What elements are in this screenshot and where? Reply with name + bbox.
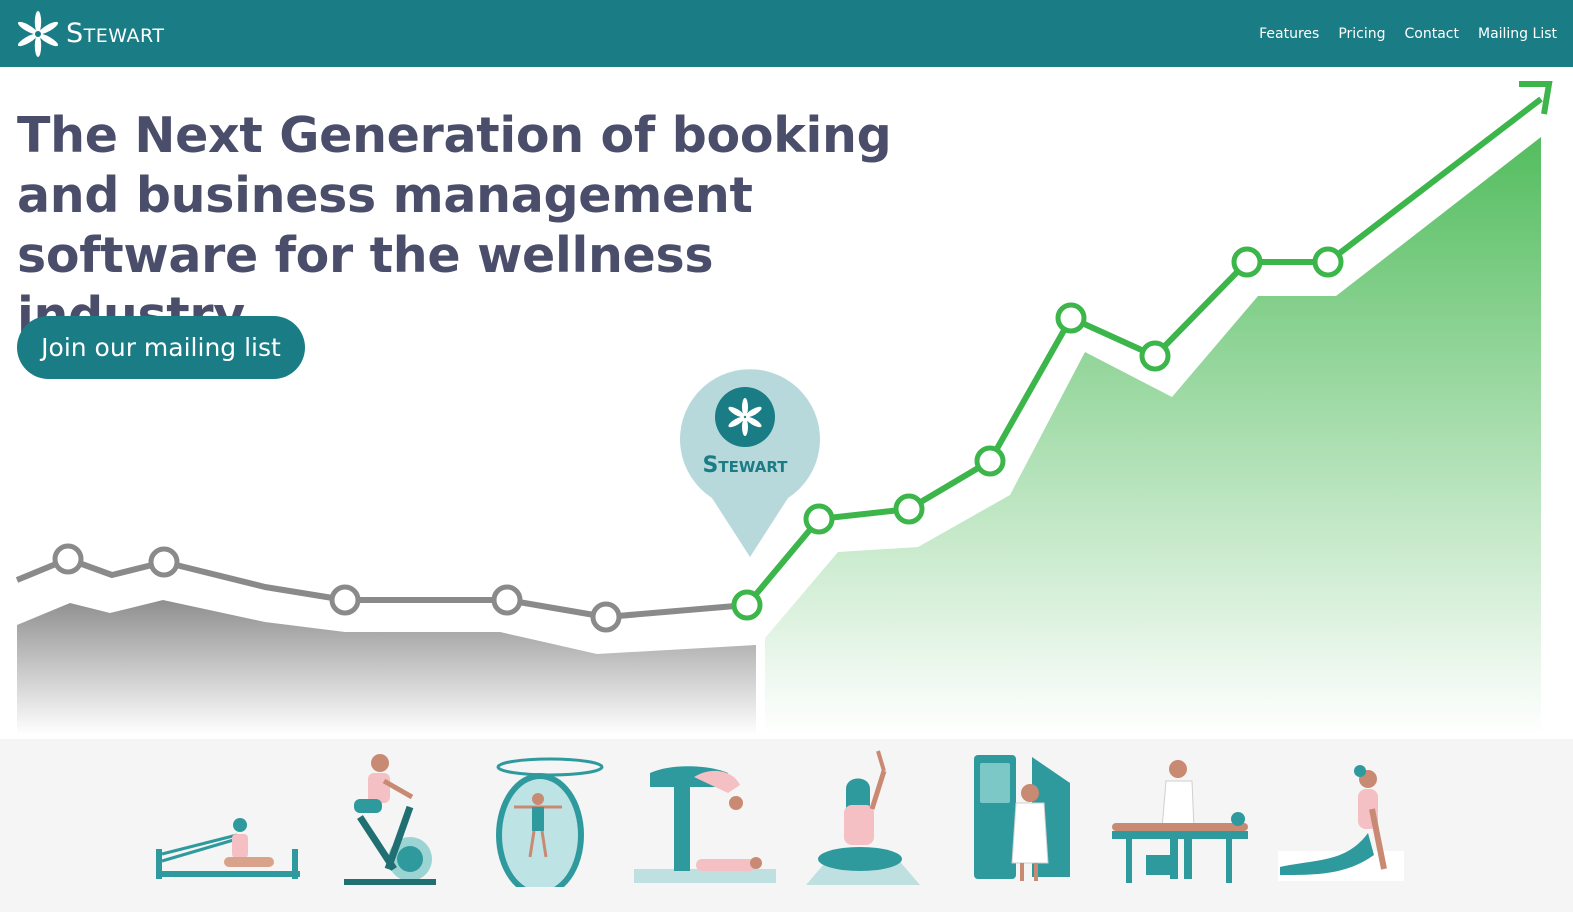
acro-yoga-illustration [634, 766, 776, 883]
spin-bike-illustration [344, 754, 436, 885]
meditation-yoga-illustration [806, 750, 920, 885]
green-point [803, 503, 835, 535]
brand-logo[interactable]: Stewart [18, 10, 165, 57]
reformer-pilates-illustration [156, 818, 300, 879]
nav-link-pricing[interactable]: Pricing [1338, 25, 1386, 42]
arrow-head [1519, 81, 1553, 115]
join-mailing-list-button[interactable]: Join our mailing list [17, 316, 305, 379]
massage-therapy-illustration [1112, 760, 1248, 883]
green-point [1139, 340, 1171, 372]
sauna-booth-illustration [974, 755, 1070, 881]
nav-link-contact[interactable]: Contact [1404, 25, 1459, 42]
location-pin-marker: Stewart [680, 369, 820, 557]
grey-point [590, 601, 622, 633]
grey-area [17, 600, 756, 735]
brand-name: Stewart [66, 18, 165, 49]
grey-point [148, 546, 180, 578]
green-point [1231, 246, 1263, 278]
top-navbar: Stewart Features Pricing Contact Mailing… [0, 0, 1573, 67]
hero-headline: The Next Generation of booking and busin… [17, 107, 892, 344]
nav-menu: Features Pricing Contact Mailing List [1259, 26, 1557, 42]
nav-link-mailing-list[interactable]: Mailing List [1477, 25, 1557, 42]
nav-link-features[interactable]: Features [1259, 25, 1320, 42]
pin-label: Stewart [703, 453, 789, 478]
grey-trend-line [15, 556, 748, 620]
green-point [974, 445, 1006, 477]
green-point [893, 493, 925, 525]
activity-illustration-strip [0, 739, 1573, 912]
grey-point [491, 584, 523, 616]
flower-icon [18, 10, 58, 57]
green-point [1312, 246, 1344, 278]
green-area [765, 137, 1541, 735]
green-point [1055, 302, 1087, 334]
grey-point [52, 543, 84, 575]
green-point [731, 589, 763, 621]
grey-point [329, 584, 361, 616]
cobra-stretch-illustration [1278, 765, 1404, 881]
growth-chart-graphic: Stewart [15, 81, 1553, 735]
flotation-pod-illustration [496, 757, 604, 887]
